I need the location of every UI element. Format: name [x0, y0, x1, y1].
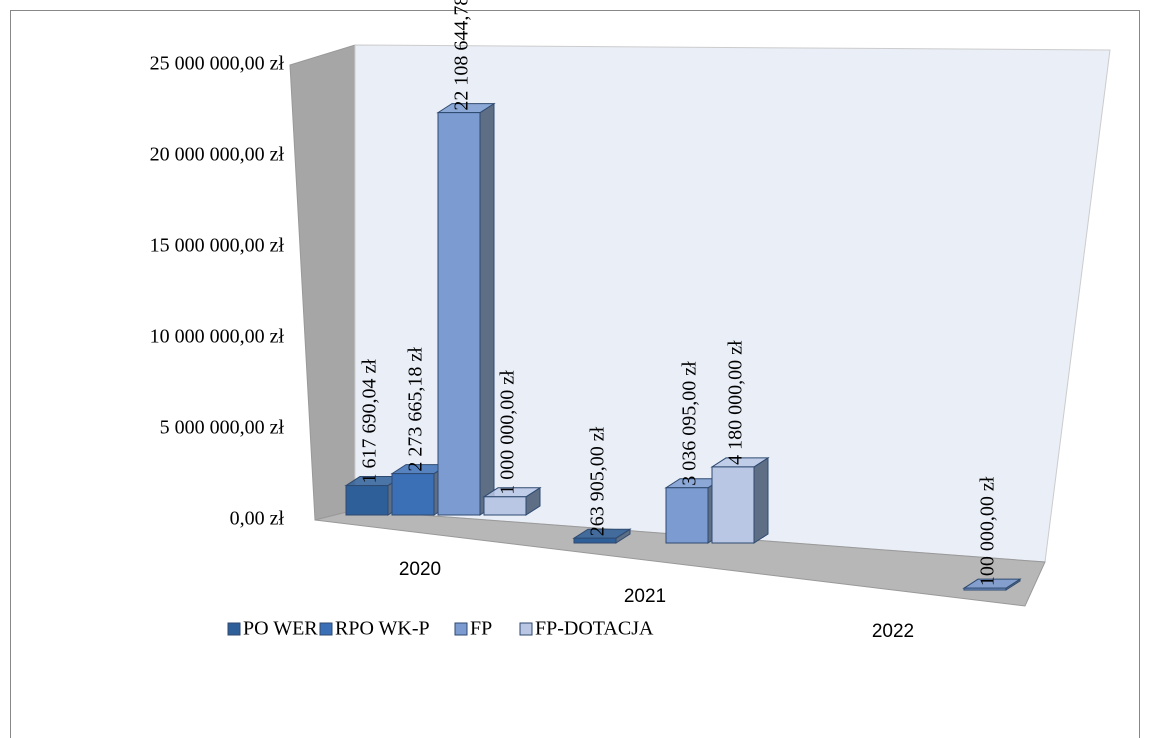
bar: [345, 485, 389, 516]
bar: [573, 537, 617, 544]
x-tick-label: 2020: [399, 559, 441, 580]
x-tick-label: 2022: [872, 621, 914, 642]
legend-swatch: [519, 622, 533, 636]
y-tick-label: 10 000 000,00 zł: [150, 326, 285, 348]
legend-swatch: [454, 622, 468, 636]
bar: [437, 112, 481, 516]
bar-side: [753, 457, 769, 544]
data-label: 22 108 644,78 zł: [451, 0, 473, 111]
legend-label: FP-DOTACJA: [535, 618, 654, 640]
legend-label: PO WER: [243, 618, 318, 640]
data-label: 1 000 000,00 zł: [497, 370, 519, 495]
legend-swatch: [319, 622, 333, 636]
y-tick-label: 5 000 000,00 zł: [160, 417, 285, 439]
data-label: 100 000,00 zł: [977, 476, 999, 586]
data-label: 2 273 665,18 zł: [405, 347, 427, 472]
y-tick-label: 20 000 000,00 zł: [150, 144, 285, 166]
floor: [314, 509, 1046, 607]
x-tick-label: 2021: [624, 586, 666, 607]
y-tick-label: 25 000 000,00 zł: [150, 53, 285, 75]
data-label: 3 036 095,00 zł: [679, 361, 701, 486]
bar: [665, 487, 709, 544]
legend-swatch: [227, 622, 241, 636]
data-label: 1 617 690,04 zł: [359, 359, 381, 484]
legend-label: FP: [470, 618, 492, 640]
bar: [391, 473, 435, 516]
y-tick-label: 15 000 000,00 zł: [150, 235, 285, 257]
bar: [963, 587, 1007, 591]
bar: [711, 466, 755, 544]
bar-side: [479, 102, 495, 516]
legend-label: RPO WK-P: [335, 618, 430, 640]
y-tick-label: 0,00 zł: [230, 508, 285, 530]
data-label: 263 905,00 zł: [587, 426, 609, 536]
bar: [483, 496, 527, 516]
data-label: 4 180 000,00 zł: [725, 340, 747, 465]
